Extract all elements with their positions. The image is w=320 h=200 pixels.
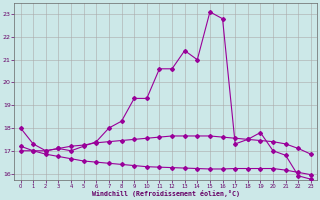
X-axis label: Windchill (Refroidissement éolien,°C): Windchill (Refroidissement éolien,°C) [92,190,240,197]
